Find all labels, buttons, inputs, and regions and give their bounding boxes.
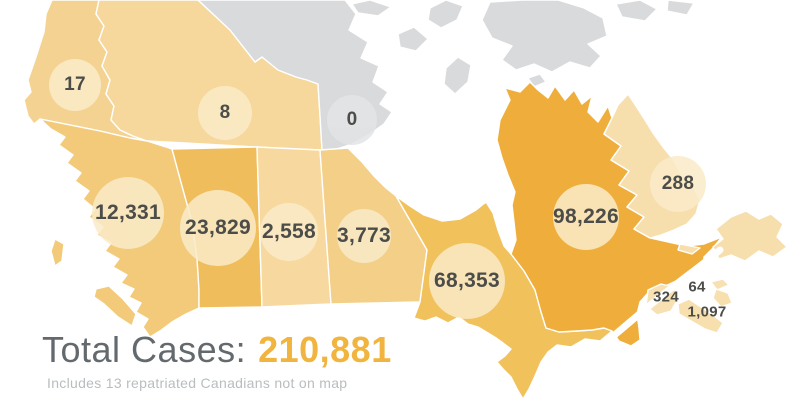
label-nwt: 8 xyxy=(219,102,231,123)
label-saskatchewan: 2,558 xyxy=(261,220,317,243)
label-ontario: 68,353 xyxy=(433,269,501,292)
label-yukon: 17 xyxy=(64,74,86,95)
island-arctic-3 xyxy=(397,26,429,52)
total-cases-line: Total Cases: 210,881 xyxy=(42,329,392,371)
island-vancouver xyxy=(93,285,137,327)
badge-newfoundland xyxy=(650,156,706,212)
total-cases-value: 210,881 xyxy=(258,329,392,370)
label-nova-scotia: 1,097 xyxy=(687,303,727,321)
badge-quebec xyxy=(553,184,619,250)
badge-nwt xyxy=(198,86,252,140)
badge-yukon xyxy=(49,59,101,111)
label-quebec: 98,226 xyxy=(552,205,620,228)
label-nunavut: 0 xyxy=(346,109,358,130)
badge-manitoba xyxy=(337,209,391,263)
totals-footer: Total Cases: 210,881 Includes 13 repatri… xyxy=(42,329,392,391)
badge-saskatchewan xyxy=(260,203,318,261)
badge-bc xyxy=(92,177,164,249)
island-anticosti xyxy=(677,243,701,255)
badge-ontario xyxy=(429,243,505,319)
badge-alberta xyxy=(180,190,256,266)
total-cases-label: Total Cases: xyxy=(42,329,247,370)
label-manitoba: 3,773 xyxy=(336,224,392,247)
label-pei: 64 xyxy=(688,278,706,296)
case-badges xyxy=(49,59,706,319)
island-baffin xyxy=(481,0,608,73)
island-haida-gwaii xyxy=(50,238,65,267)
badge-nunavut xyxy=(327,95,377,145)
island-arctic-1 xyxy=(427,0,464,29)
label-new-brunswick: 324 xyxy=(653,288,679,306)
repatriated-note: Includes 13 repatriated Canadians not on… xyxy=(47,375,348,391)
region-ontario xyxy=(395,195,613,400)
island-arctic-2 xyxy=(351,0,392,17)
island-arctic-4 xyxy=(615,0,658,22)
st-lawrence-river xyxy=(600,246,724,348)
region-prince-edward-island xyxy=(710,278,730,291)
region-nova-scotia xyxy=(677,298,724,334)
label-alberta: 23,829 xyxy=(184,216,252,239)
island-arctic-5 xyxy=(666,0,695,16)
island-southampton xyxy=(443,56,472,95)
label-newfoundland: 288 xyxy=(661,173,695,194)
region-cape-breton xyxy=(712,288,733,308)
region-newfoundland-island xyxy=(712,210,788,262)
label-bc: 12,331 xyxy=(94,201,162,224)
